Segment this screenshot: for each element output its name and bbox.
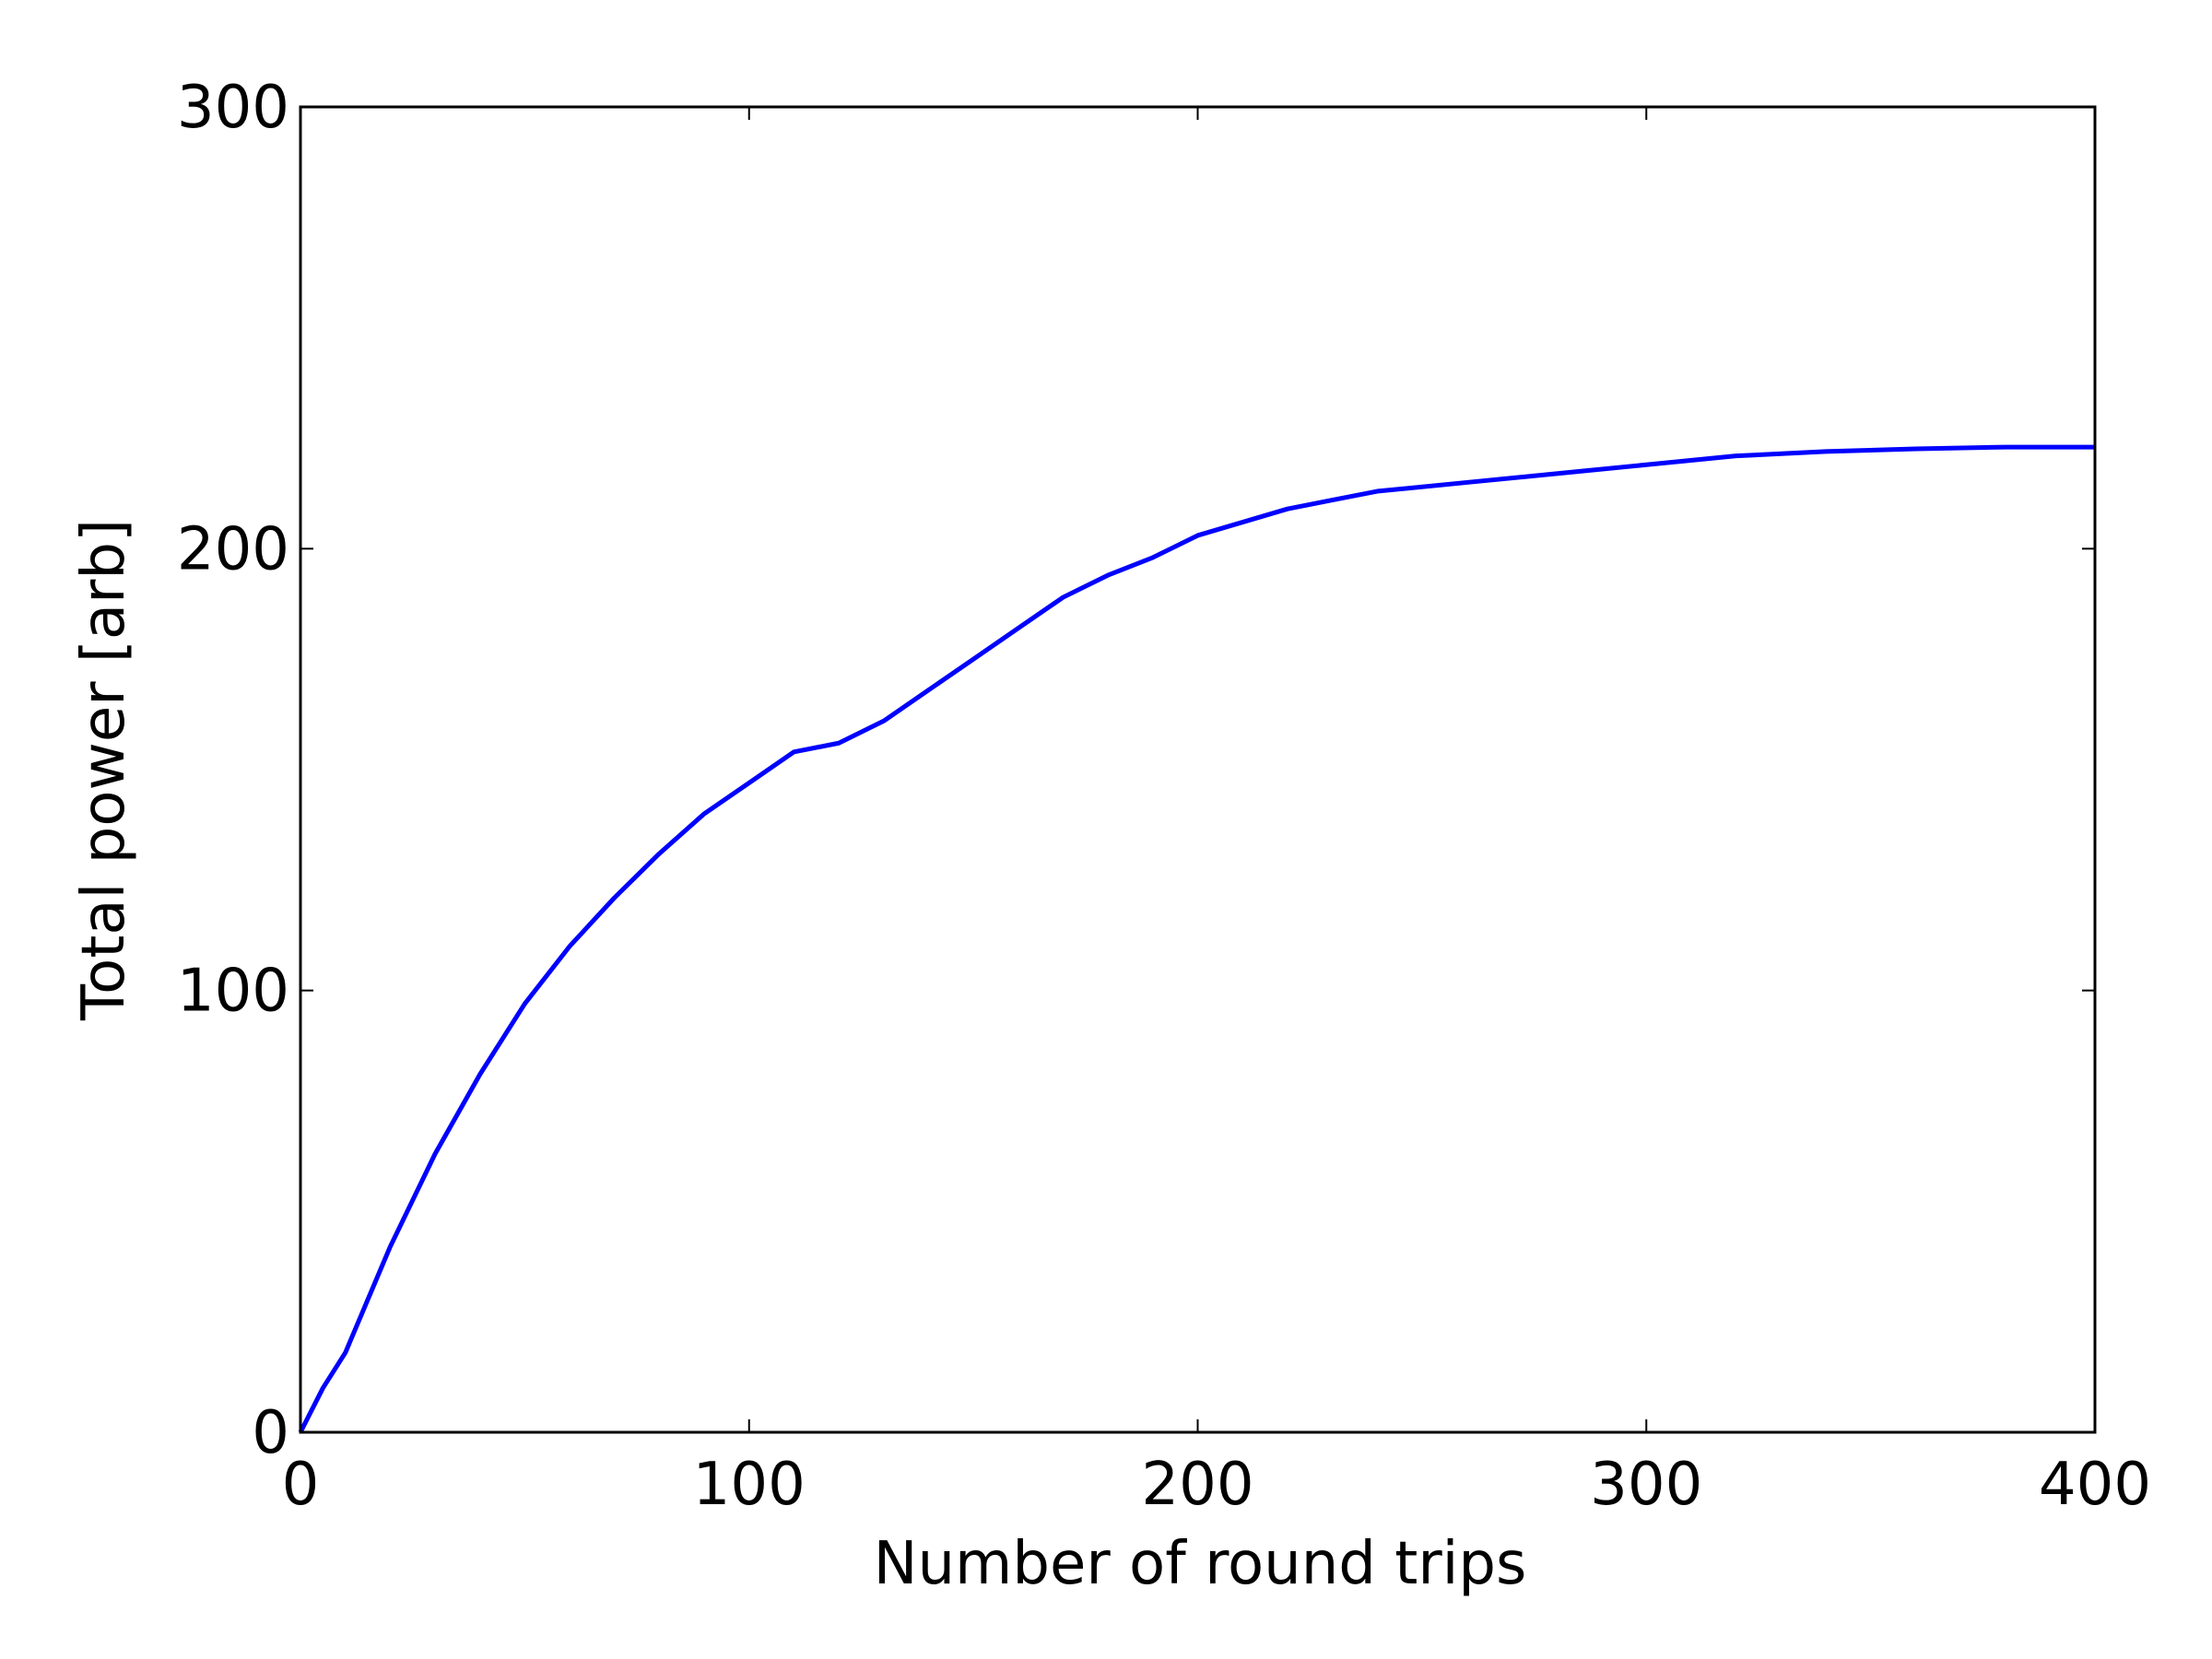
plot-frame [299,105,2097,1434]
x-tick-label: 0 [282,1451,320,1519]
data-line [298,444,2095,1434]
y-tick-label: 200 [177,515,289,583]
x-axis-label: Number of round trips [874,1530,1527,1598]
x-tick-label: 300 [1590,1451,1702,1519]
y-tick-label: 300 [177,74,289,142]
x-tick-label: 400 [2039,1451,2151,1519]
y-tick-label: 0 [252,1399,289,1467]
y-axis-label: Total power [arb] [70,519,138,1021]
x-tick-label: 100 [693,1451,806,1519]
x-tick-label: 200 [1141,1451,1253,1519]
y-tick-label: 100 [177,958,289,1026]
